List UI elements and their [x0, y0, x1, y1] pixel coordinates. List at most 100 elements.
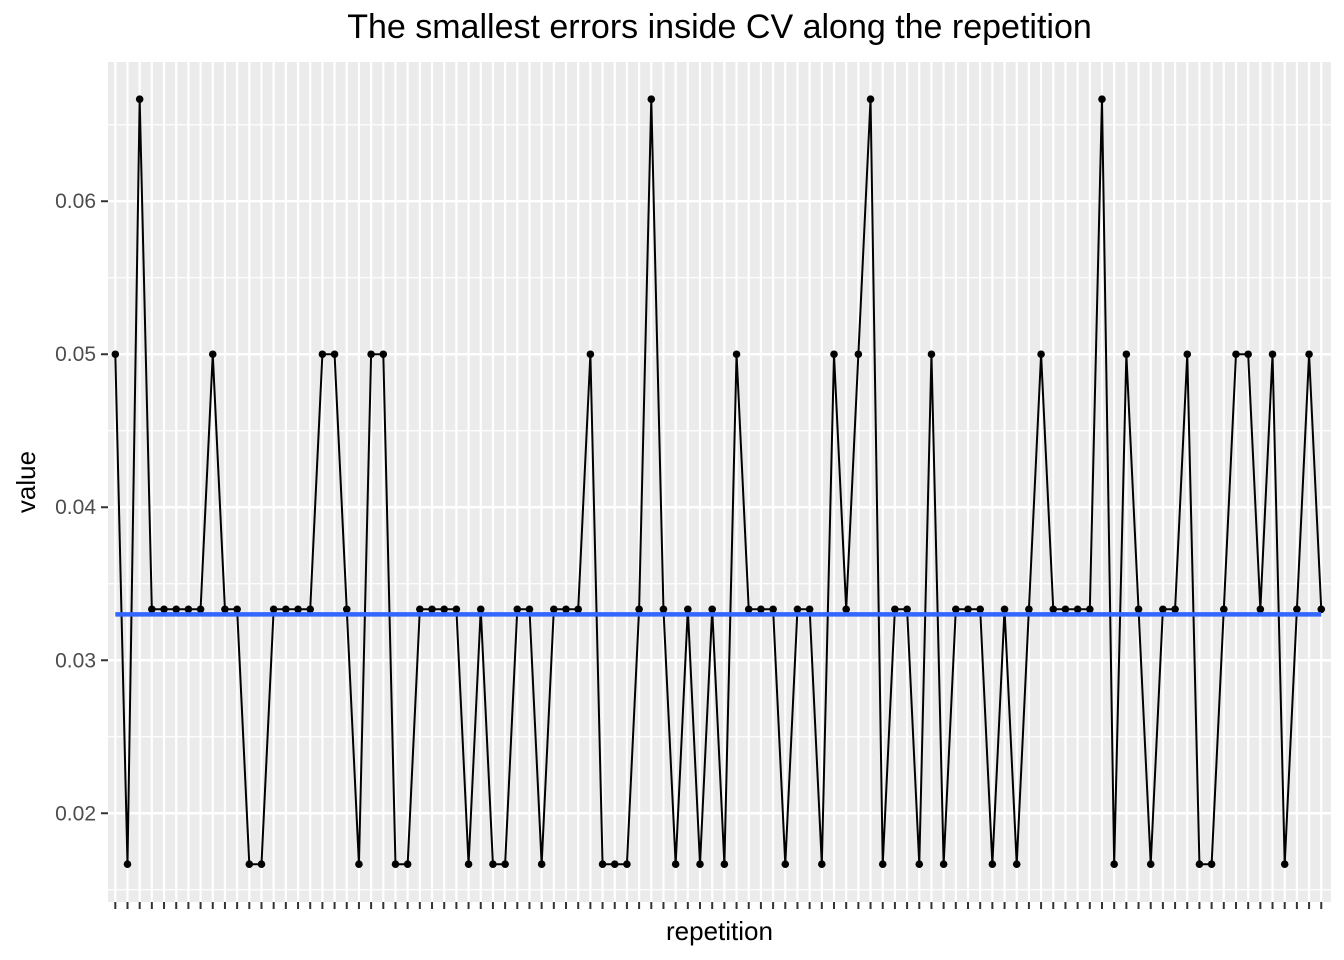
data-point	[1000, 605, 1009, 614]
data-point	[1244, 350, 1252, 359]
data-point	[610, 860, 619, 869]
y-axis: 0.02 0.03 0.04 0.05 0.06	[55, 190, 108, 825]
data-point	[1073, 605, 1082, 614]
data-point	[367, 350, 375, 359]
data-point	[720, 860, 729, 869]
data-point	[233, 605, 241, 614]
data-point	[1146, 860, 1155, 869]
data-point	[306, 605, 315, 614]
data-point	[123, 860, 132, 869]
data-point	[939, 860, 948, 869]
data-point	[1134, 605, 1143, 614]
data-point	[1305, 350, 1313, 359]
data-point	[1110, 860, 1118, 869]
data-point	[1183, 350, 1192, 359]
data-point	[781, 860, 790, 869]
data-point	[623, 860, 631, 869]
data-point	[744, 605, 753, 614]
data-point	[318, 350, 327, 359]
data-point	[452, 605, 461, 614]
data-point	[671, 860, 680, 869]
data-point	[513, 605, 522, 614]
data-point	[428, 605, 436, 614]
major-gridlines	[108, 62, 1331, 902]
data-point	[647, 95, 656, 103]
data-point	[952, 605, 960, 614]
data-point	[160, 605, 168, 614]
data-point	[964, 605, 972, 614]
data-point	[245, 860, 254, 869]
data-point	[184, 605, 193, 614]
data-point	[903, 605, 911, 614]
data-point	[1061, 605, 1070, 614]
data-point	[708, 605, 716, 614]
data-point	[501, 860, 509, 869]
data-point	[208, 350, 217, 359]
data-point	[403, 860, 412, 869]
data-point	[330, 350, 339, 359]
series-points-group	[111, 95, 1326, 869]
data-point	[1293, 605, 1301, 614]
data-point	[988, 860, 997, 869]
data-point	[562, 605, 570, 614]
data-point	[537, 860, 546, 869]
data-point	[1049, 605, 1058, 614]
data-point	[269, 605, 278, 614]
data-point	[1171, 605, 1179, 614]
data-point	[1232, 350, 1240, 359]
data-point	[586, 350, 595, 359]
data-point	[440, 605, 449, 614]
y-axis-title: value	[11, 451, 41, 513]
data-point	[379, 350, 388, 359]
data-point	[915, 860, 924, 869]
data-point	[1268, 350, 1277, 359]
data-point	[854, 350, 863, 359]
x-axis	[114, 902, 1323, 909]
data-point	[221, 605, 229, 614]
data-point	[842, 605, 850, 614]
data-point	[878, 860, 887, 869]
y-tick-label: 0.04	[55, 496, 96, 519]
x-axis-title: repetition	[666, 916, 773, 946]
data-point	[1195, 860, 1204, 869]
data-point	[196, 605, 205, 614]
data-point	[257, 860, 266, 869]
data-point	[793, 605, 802, 614]
data-point	[294, 605, 302, 614]
data-point	[696, 860, 704, 869]
data-point	[1256, 605, 1265, 614]
data-point	[550, 605, 558, 614]
data-point	[684, 605, 692, 614]
data-point	[866, 95, 875, 103]
y-tick-label: 0.03	[55, 649, 96, 672]
data-point	[757, 605, 765, 614]
data-point	[148, 605, 156, 614]
data-point	[891, 605, 899, 614]
y-tick-label: 0.06	[55, 190, 96, 213]
y-tick-label: 0.02	[55, 802, 96, 825]
data-point	[598, 860, 607, 869]
data-point	[732, 350, 741, 359]
data-point	[805, 605, 814, 614]
data-point	[282, 605, 290, 614]
data-point	[1037, 350, 1045, 359]
data-point	[1012, 860, 1021, 869]
data-point	[1086, 605, 1094, 614]
data-point	[525, 605, 534, 614]
data-point	[391, 860, 400, 869]
data-point	[1025, 605, 1033, 614]
data-point	[769, 605, 777, 614]
data-point	[1122, 350, 1131, 359]
data-point	[635, 605, 643, 614]
data-point	[342, 605, 351, 614]
data-point	[464, 860, 473, 869]
series-line	[114, 99, 1323, 866]
data-point	[976, 605, 984, 614]
data-point	[135, 95, 144, 103]
data-point	[1207, 860, 1216, 869]
data-point	[355, 860, 363, 869]
data-point	[659, 605, 668, 614]
data-point	[172, 605, 181, 614]
chart-title: The smallest errors inside CV along the …	[347, 8, 1092, 46]
